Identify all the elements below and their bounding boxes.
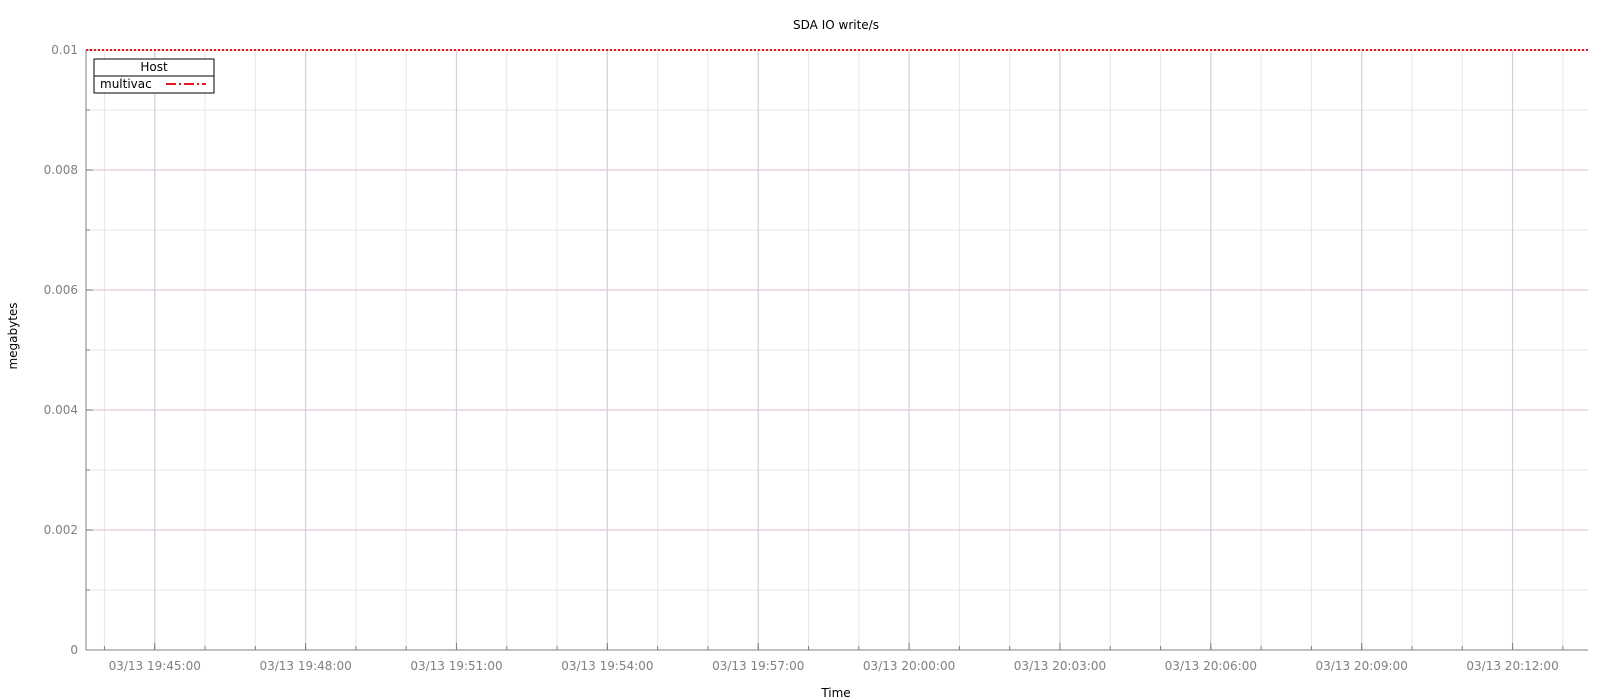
x-tick-label: 03/13 20:09:00 bbox=[1316, 659, 1408, 673]
minor-grid bbox=[86, 50, 1588, 650]
x-tick-label: 03/13 20:06:00 bbox=[1165, 659, 1257, 673]
x-tick-label: 03/13 20:12:00 bbox=[1466, 659, 1558, 673]
x-axis-ticks: 03/13 19:45:00 03/13 19:48:00 03/13 19:51:… bbox=[103, 643, 1564, 673]
x-tick-label: 03/13 19:51:00 bbox=[410, 659, 502, 673]
x-tick-label: 03/13 19:48:00 bbox=[259, 659, 351, 673]
major-grid bbox=[86, 49, 1588, 650]
y-tick-label: 0.006 bbox=[44, 283, 78, 297]
x-tick-label: 03/13 20:00:00 bbox=[863, 659, 955, 673]
y-tick-label: 0.008 bbox=[44, 163, 78, 177]
y-tick-label: 0.002 bbox=[44, 523, 78, 537]
y-axis-ticks: 0 0.002 0.004 0.006 0.008 0.01 bbox=[44, 43, 93, 657]
y-tick-label: 0 bbox=[70, 643, 78, 657]
x-axis-label: Time bbox=[820, 686, 850, 700]
chart-title: SDA IO write/s bbox=[793, 18, 879, 32]
legend-entry-box bbox=[93, 75, 215, 94]
y-tick-label: 0.004 bbox=[44, 403, 78, 417]
y-tick-label: 0.01 bbox=[51, 43, 78, 57]
x-tick-label: 03/13 19:57:00 bbox=[712, 659, 804, 673]
legend: Host multivac bbox=[93, 58, 215, 94]
x-tick-label: 03/13 20:03:00 bbox=[1014, 659, 1106, 673]
legend-title: Host bbox=[140, 60, 168, 74]
y-axis-label: megabytes bbox=[6, 302, 20, 369]
x-tick-label: 03/13 19:54:00 bbox=[561, 659, 653, 673]
x-tick-label: 03/13 19:45:00 bbox=[109, 659, 201, 673]
legend-entry-multivac-label: multivac bbox=[100, 77, 152, 91]
